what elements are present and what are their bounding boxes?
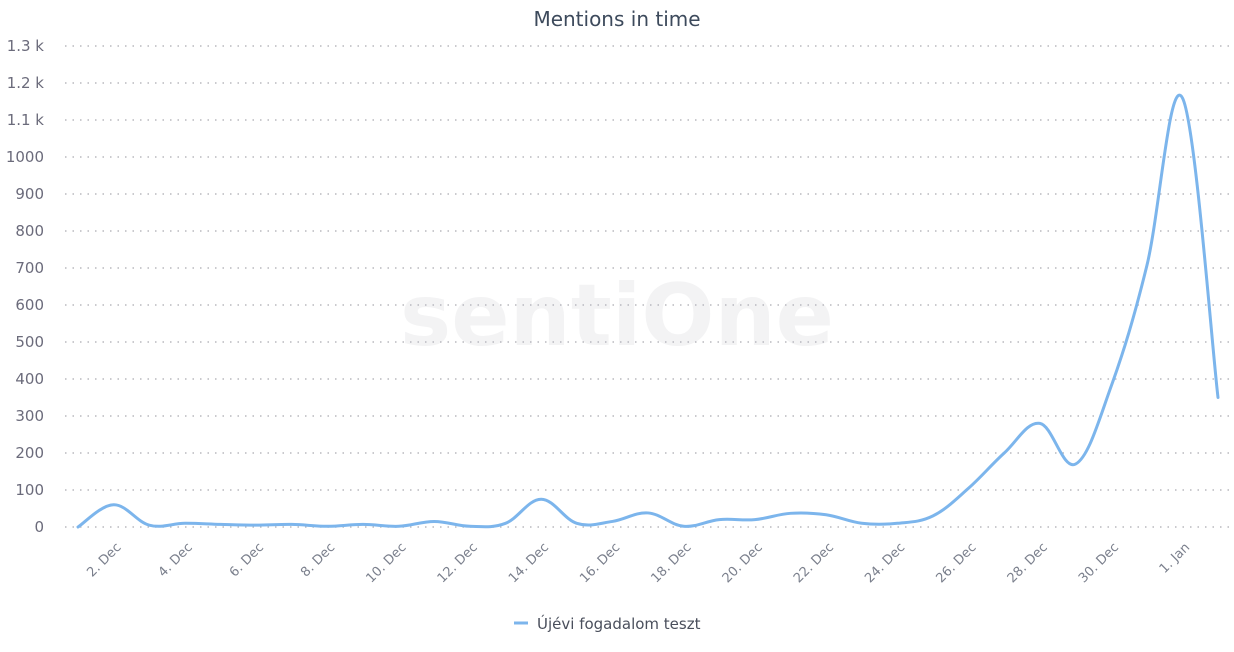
data-point[interactable]: [1143, 262, 1151, 270]
y-tick-label: 800: [15, 222, 44, 240]
data-point[interactable]: [1072, 460, 1080, 468]
data-point[interactable]: [537, 495, 545, 503]
data-point[interactable]: [359, 520, 367, 528]
data-point[interactable]: [145, 521, 153, 529]
data-point[interactable]: [181, 519, 189, 527]
y-tick-label: 200: [15, 444, 44, 462]
data-point[interactable]: [1036, 419, 1044, 427]
chart-title: Mentions in time: [533, 7, 700, 31]
data-point[interactable]: [715, 516, 723, 524]
x-tick-label: 1. Jan: [1157, 540, 1193, 576]
x-tick-label: 22. Dec: [791, 540, 837, 586]
data-point[interactable]: [74, 523, 82, 531]
data-point[interactable]: [1000, 449, 1008, 457]
x-tick-label: 2. Dec: [84, 540, 124, 580]
data-point[interactable]: [644, 509, 652, 517]
x-tick-label: 30. Dec: [1076, 540, 1122, 586]
data-point[interactable]: [110, 501, 118, 509]
data-point[interactable]: [395, 522, 403, 530]
data-point[interactable]: [822, 511, 830, 519]
x-tick-label: 12. Dec: [435, 540, 481, 586]
y-tick-label: 1000: [6, 148, 44, 166]
y-tick-label: 1.2 k: [7, 74, 45, 92]
series-line[interactable]: [76, 93, 1220, 529]
x-tick-label: 26. Dec: [934, 540, 980, 586]
y-tick-label: 1.1 k: [7, 111, 45, 129]
y-tick-label: 0: [34, 518, 44, 536]
data-point[interactable]: [858, 519, 866, 527]
legend-item[interactable]: Újévi fogadalom teszt: [514, 614, 701, 633]
watermark-logo: sentiOne: [400, 266, 834, 366]
data-point[interactable]: [288, 520, 296, 528]
data-point[interactable]: [608, 517, 616, 525]
x-tick-label: 16. Dec: [577, 540, 623, 586]
y-tick-label: 1.3 k: [7, 37, 45, 55]
data-point[interactable]: [573, 519, 581, 527]
data-point[interactable]: [252, 521, 260, 529]
data-point[interactable]: [1214, 394, 1222, 402]
x-tick-label: 10. Dec: [364, 540, 410, 586]
y-tick-label: 100: [15, 481, 44, 499]
data-point[interactable]: [680, 522, 688, 530]
data-point[interactable]: [217, 520, 225, 528]
data-point[interactable]: [466, 522, 474, 530]
x-tick-label: 18. Dec: [649, 540, 695, 586]
data-point[interactable]: [430, 517, 438, 525]
data-point[interactable]: [323, 522, 331, 530]
x-tick-label: 24. Dec: [862, 540, 908, 586]
x-tick-label: 20. Dec: [720, 540, 766, 586]
x-tick-label: 8. Dec: [298, 540, 338, 580]
data-point[interactable]: [893, 519, 901, 527]
y-tick-label: 400: [15, 370, 44, 388]
y-tick-label: 500: [15, 333, 44, 351]
data-point[interactable]: [1178, 94, 1186, 102]
y-tick-label: 600: [15, 296, 44, 314]
x-tick-label: 4. Dec: [156, 540, 196, 580]
data-point[interactable]: [787, 509, 795, 517]
y-tick-label: 300: [15, 407, 44, 425]
y-tick-label: 900: [15, 185, 44, 203]
x-tick-label: 6. Dec: [227, 540, 267, 580]
data-point[interactable]: [929, 512, 937, 520]
legend-label: Újévi fogadalom teszt: [537, 614, 701, 633]
data-point[interactable]: [502, 519, 510, 527]
data-point[interactable]: [1107, 382, 1115, 390]
x-tick-label: 14. Dec: [506, 540, 552, 586]
x-tick-label: 28. Dec: [1005, 540, 1051, 586]
data-point[interactable]: [751, 516, 759, 524]
data-point[interactable]: [965, 484, 973, 492]
y-tick-label: 700: [15, 259, 44, 277]
